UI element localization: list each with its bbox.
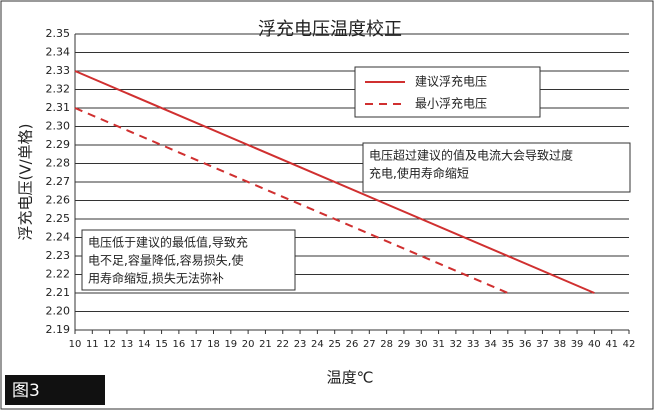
y-tick-label: 2.29	[46, 138, 71, 151]
x-tick-label: 36	[519, 339, 532, 350]
x-tick-label: 18	[207, 339, 220, 350]
y-tick-label: 2.23	[46, 249, 71, 262]
x-tick-label: 29	[398, 339, 411, 350]
x-tick-label: 27	[363, 339, 376, 350]
figure-label-box	[5, 375, 105, 405]
legend-box	[354, 66, 541, 118]
annotation-text: 充电,使用寿命缩短	[369, 166, 469, 181]
x-tick-label: 15	[155, 339, 168, 350]
annotation-text: 用寿命缩短,损失无法弥补	[88, 271, 224, 286]
x-tick-label: 25	[328, 339, 341, 350]
y-tick-label: 2.24	[46, 231, 71, 244]
y-tick-label: 2.28	[46, 157, 71, 170]
y-tick-label: 2.20	[46, 305, 71, 318]
x-tick-label: 42	[623, 339, 636, 350]
y-tick-label: 2.21	[46, 286, 71, 299]
x-tick-label: 34	[484, 339, 497, 350]
y-tick-label: 2.26	[46, 194, 71, 207]
x-tick-label: 24	[311, 339, 324, 350]
x-tick-label: 16	[173, 339, 186, 350]
x-tick-label: 32	[450, 339, 463, 350]
line-series	[74, 70, 595, 294]
x-tick-label: 28	[380, 339, 393, 350]
x-tick-label: 35	[501, 339, 514, 350]
y-tick-label: 2.27	[46, 175, 71, 188]
annotation-box	[81, 229, 296, 291]
x-tick-label: 20	[242, 339, 255, 350]
y-tick-label: 2.31	[46, 101, 71, 114]
chart-title: 浮充电压温度校正	[258, 19, 402, 40]
x-tick-label: 41	[605, 339, 618, 350]
x-axis-label: 温度℃	[327, 369, 374, 387]
x-tick-label: 13	[121, 339, 134, 350]
x-tick-label: 11	[86, 339, 99, 350]
x-tick-label: 33	[467, 339, 480, 350]
y-tick-label: 2.32	[46, 83, 71, 96]
x-tick-label: 14	[138, 339, 151, 350]
y-tick-label: 2.34	[46, 46, 71, 59]
x-tick-label: 30	[415, 339, 428, 350]
x-tick-label: 21	[259, 339, 272, 350]
x-tick-label: 38	[553, 339, 566, 350]
x-tick-label: 10	[69, 339, 82, 350]
y-axis-label: 浮充电压(V/单格)	[17, 123, 35, 240]
y-tick-label: 2.19	[46, 323, 71, 336]
annotation-text: 电压低于建议的最低值,导致充	[88, 235, 248, 250]
x-tick-label: 39	[571, 339, 584, 350]
figure-label: 图3	[12, 381, 40, 401]
y-tick-label: 2.35	[46, 27, 71, 40]
x-tick-label: 26	[346, 339, 359, 350]
x-tick-label: 17	[190, 339, 203, 350]
y-tick-label: 2.33	[46, 64, 71, 77]
y-tick-label: 2.30	[46, 120, 71, 133]
x-tick-label: 31	[432, 339, 445, 350]
y-tick-label: 2.25	[46, 212, 71, 225]
y-tick-label: 2.22	[46, 268, 71, 281]
x-tick-label: 12	[103, 339, 116, 350]
line-series	[74, 107, 509, 294]
legend-label: 最小浮充电压	[415, 96, 487, 111]
x-tick-label: 37	[536, 339, 549, 350]
annotation-text: 电不足,容量降低,容易损失,使	[88, 253, 243, 268]
x-tick-label: 23	[294, 339, 307, 350]
annotation-box	[362, 142, 631, 193]
x-tick-label: 19	[224, 339, 237, 350]
x-tick-label: 40	[588, 339, 601, 350]
x-tick-label: 22	[276, 339, 289, 350]
annotation-text: 电压超过建议的值及电流大会导致过度	[369, 148, 573, 163]
legend-label: 建议浮充电压	[415, 74, 487, 89]
